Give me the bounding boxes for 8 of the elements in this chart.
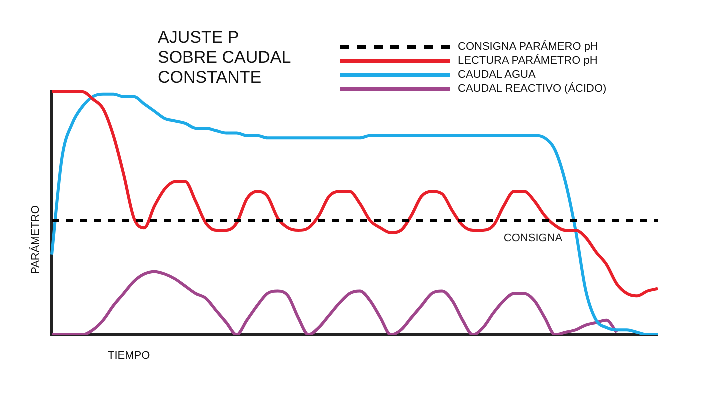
x-axis-title: TIEMPO [108, 350, 150, 362]
legend-label: CAUDAL REACTIVO (ÁCIDO) [458, 83, 607, 95]
legend-label: CAUDAL AGUA [458, 69, 536, 81]
chart-title: AJUSTE P SOBRE CAUDAL CONSTANTE [158, 28, 292, 88]
y-axis-title: PARÁMETRO [30, 206, 42, 274]
legend-label: LECTURA PARÁMETRO pH [458, 55, 598, 67]
annotation: CONSIGNA [504, 232, 564, 244]
legend-label: CONSIGNA PARÁMERO pH [458, 41, 598, 53]
